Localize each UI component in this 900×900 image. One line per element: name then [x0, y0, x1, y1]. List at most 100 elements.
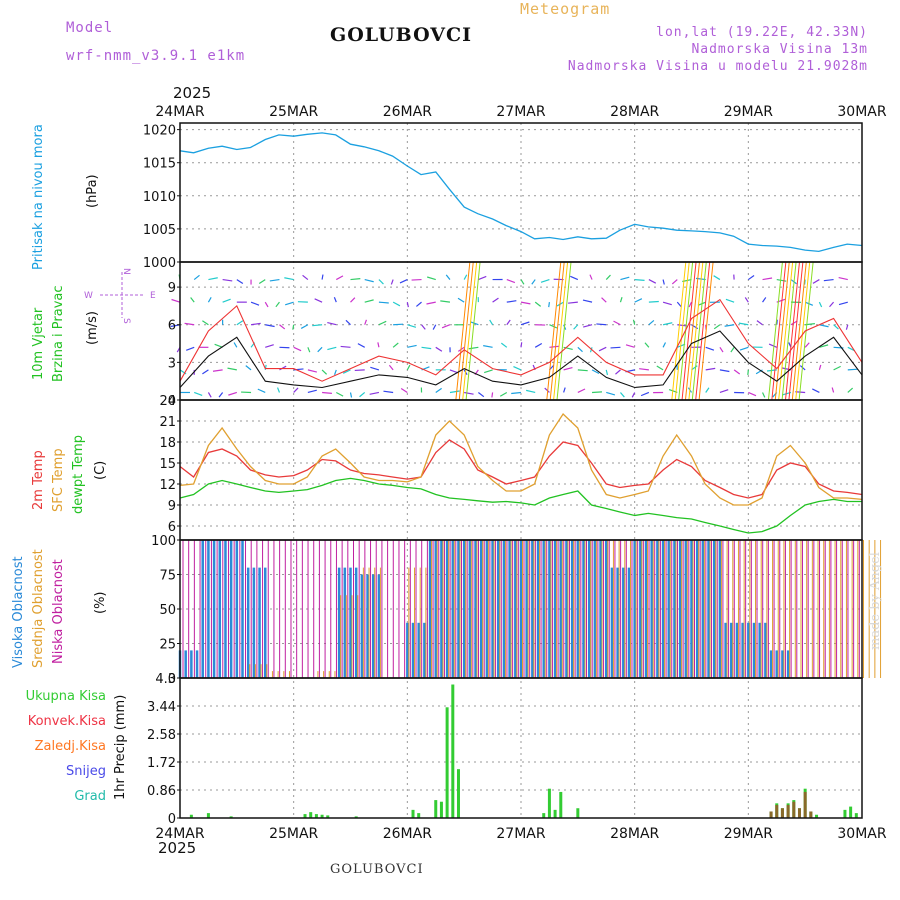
wind-barb — [393, 323, 404, 326]
ytick-label: 1005 — [143, 223, 176, 238]
wind-barb — [506, 319, 511, 326]
wind-barb — [264, 301, 269, 308]
wind-barb — [662, 279, 665, 285]
wind-barb — [228, 391, 238, 396]
total-precip-bar — [451, 684, 455, 818]
wind-barb — [634, 298, 643, 303]
wind-barb — [520, 342, 523, 348]
wind-barb — [596, 323, 607, 326]
wind-barb — [400, 388, 408, 393]
model-altitude-label: Nadmorska Visina u modelu 21.9028m — [567, 59, 868, 74]
wind-barb — [567, 301, 578, 304]
conv-precip-bar — [792, 801, 796, 818]
wind-barb — [421, 346, 432, 350]
wind-barb — [688, 261, 704, 401]
ytick-label: 75 — [159, 569, 176, 584]
wind-barb — [432, 324, 437, 330]
wind-barb — [724, 324, 735, 327]
wind-barb — [364, 319, 368, 325]
wind-barb — [184, 322, 195, 326]
wind-barb — [390, 279, 394, 285]
wind-barb — [489, 319, 494, 326]
wind-barb — [549, 261, 565, 401]
legend-snow: Snijeg — [66, 764, 106, 779]
wind-barb — [688, 301, 693, 308]
wind-barb — [333, 369, 337, 376]
wind-barb — [520, 279, 525, 285]
wind-barb — [455, 261, 471, 401]
wind-barb — [781, 261, 797, 401]
panel-frame — [179, 261, 863, 401]
wind-barb — [392, 342, 399, 348]
wind-barb — [342, 369, 351, 374]
wind-barb — [591, 369, 600, 375]
wind-barb — [279, 324, 286, 330]
wind-barb — [791, 261, 807, 401]
total-precip-bar — [854, 813, 858, 818]
wind-barb — [293, 346, 302, 352]
wind-barb — [293, 387, 299, 393]
wind-barb — [449, 390, 460, 394]
wind-barb — [333, 297, 337, 303]
bottom-date-label: 24MAR — [155, 826, 204, 842]
sfc-series-line — [179, 412, 863, 506]
total-precip-bar — [542, 813, 546, 818]
wind-barb — [676, 301, 682, 308]
wind-barb — [258, 279, 266, 285]
wind-barb — [583, 324, 593, 328]
ytick-label: 3.44 — [147, 700, 176, 715]
wind-barb — [605, 274, 611, 280]
wind-barb — [458, 261, 474, 401]
top-date-label: 30MAR — [837, 104, 886, 120]
wind-barb — [592, 391, 603, 394]
wind-barb — [378, 320, 387, 326]
wind-barb — [829, 301, 835, 308]
ytick-label: 6 — [168, 319, 176, 334]
wind-barb — [269, 278, 280, 282]
dew-series-line — [179, 477, 862, 534]
wind-barb — [399, 279, 408, 284]
wind-barb — [307, 347, 311, 353]
footer-title: GOLUBOVCI — [330, 862, 424, 877]
wind-barb — [761, 392, 766, 398]
wind-barb — [605, 369, 609, 375]
wind-barb — [648, 319, 655, 326]
wind-barb — [492, 297, 499, 303]
station-title: GOLUBOVCI — [330, 24, 473, 46]
wind-barb — [406, 364, 411, 371]
credit-text: made by Angel — [868, 552, 883, 650]
wind-barb — [620, 392, 625, 398]
bottom-date-label: 29MAR — [724, 826, 773, 842]
compass-west: W — [84, 291, 93, 301]
wind-barb — [186, 346, 195, 351]
ytick-label: 18 — [159, 436, 176, 451]
wind-barb — [838, 301, 848, 306]
meteogram-label: Meteogram — [520, 0, 611, 18]
total-precip-bar — [445, 707, 449, 818]
wind-barb — [435, 346, 443, 352]
model-label: Model — [66, 20, 114, 36]
wind-barb — [534, 343, 543, 348]
wind-barb — [691, 261, 707, 401]
wind-barb — [563, 387, 566, 393]
ytick-label: 9 — [168, 281, 176, 296]
wind-barb — [275, 301, 280, 308]
total-precip-bar — [309, 812, 313, 818]
ytick-label: 3 — [168, 356, 176, 371]
wind-barb — [407, 344, 417, 348]
total-precip-bar — [553, 809, 557, 818]
wind-barb — [833, 324, 839, 330]
wind-barb — [818, 301, 823, 308]
ytick-label: 0.86 — [147, 784, 176, 799]
total-precip-bar — [434, 800, 438, 818]
wind-barb — [499, 391, 508, 397]
ytick-label: 100 — [151, 534, 176, 549]
wind-barb — [656, 365, 664, 371]
wind-barb — [276, 387, 281, 393]
conv-precip-bar — [769, 811, 773, 818]
wind-barb — [526, 389, 536, 394]
wind-barb — [322, 391, 332, 394]
wind-barb — [790, 320, 798, 326]
wind-barb — [257, 388, 266, 394]
wind-barb — [284, 277, 294, 281]
